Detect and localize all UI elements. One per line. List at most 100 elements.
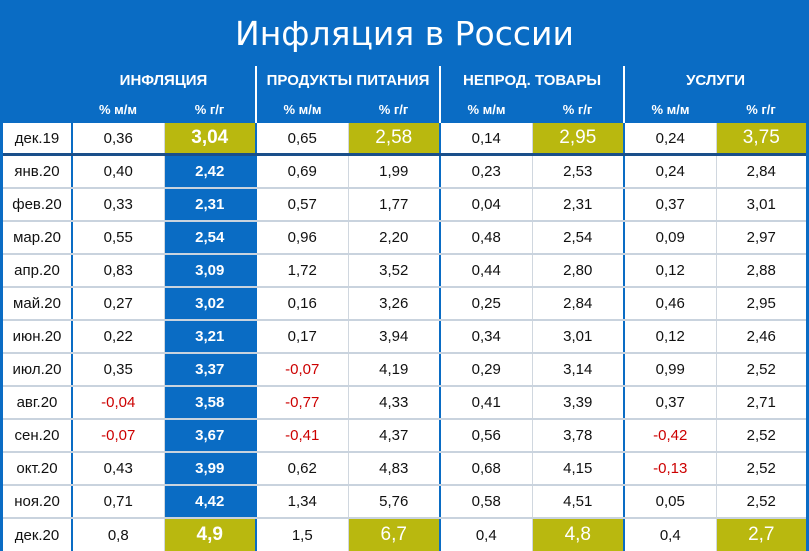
table-cell: 1,5 [255, 518, 349, 551]
table-cell: 0,33 [71, 188, 164, 222]
row-label: фев.20 [3, 188, 72, 222]
table-cell: 2,46 [715, 320, 807, 354]
table-cell: 0,27 [71, 287, 164, 321]
table-cell: 0,43 [71, 452, 164, 486]
table-row: июл.20 0,35 3,37 -0,07 4,19 0,29 3,14 0,99 2,52 [3, 353, 807, 387]
table-cell: 3,02 [163, 287, 257, 321]
table-cell: 0,8 [71, 518, 164, 551]
table-cell: 2,7 [715, 518, 807, 551]
table-cell: 0,37 [623, 386, 717, 420]
table-cell: 0,16 [255, 287, 349, 321]
subheader: % м/м [439, 95, 533, 123]
slide: Инфляция в России ИНФЛЯЦИЯ ПРОДУКТЫ ПИТА… [3, 14, 807, 551]
table-cell: 1,77 [347, 188, 441, 222]
table-row: ноя.20 0,71 4,42 1,34 5,76 0,58 4,51 0,05 2,52 [3, 485, 807, 519]
table-cell: 0,69 [255, 154, 349, 189]
table-cell: 3,52 [347, 254, 441, 288]
table-cell: 0,48 [439, 221, 533, 255]
table-cell: 0,62 [255, 452, 349, 486]
table-cell: 2,42 [163, 154, 257, 189]
table-cell: -0,07 [71, 419, 164, 453]
row-label: авг.20 [3, 386, 72, 420]
row-label: ноя.20 [3, 485, 72, 519]
subheader: % м/м [98, 101, 138, 117]
table-cell: 3,37 [163, 353, 257, 387]
row-label: янв.20 [3, 154, 72, 189]
table-cell: 0,24 [623, 154, 717, 189]
subheader-row: % м/м % г/г % м/м % г/г % м/м % г/г % м/… [3, 95, 806, 123]
table-cell: 1,34 [255, 485, 349, 519]
table-cell: 6,7 [347, 518, 441, 551]
row-label: май.20 [3, 287, 72, 321]
table-cell: 2,71 [715, 386, 807, 420]
table-cell: 3,94 [347, 320, 441, 354]
table-cell: 0,55 [71, 221, 164, 255]
table-cell: 0,14 [439, 123, 533, 156]
table-row: авг.20 -0,04 3,58 -0,77 4,33 0,41 3,39 0,37 2,71 [3, 386, 807, 420]
table-cell: 0,04 [439, 188, 533, 222]
table-cell: 0,57 [255, 188, 349, 222]
table-cell: 0,24 [623, 123, 717, 156]
table-cell: 2,52 [715, 419, 807, 453]
table-cell: 0,34 [439, 320, 533, 354]
table-cell: 0,99 [623, 353, 717, 387]
row-label: сен.20 [3, 419, 72, 453]
subheader: % г/г [562, 101, 593, 117]
table-cell: 3,67 [163, 419, 257, 453]
table-cell: 0,44 [439, 254, 533, 288]
table-cell: 2,52 [715, 353, 807, 387]
table-row: мар.20 0,55 2,54 0,96 2,20 0,48 2,54 0,09 2,97 [3, 221, 807, 255]
table-cell: -0,04 [71, 386, 164, 420]
group-header: ИНФЛЯЦИЯ [119, 72, 208, 89]
table-row: дек.19 0,36 3,04 0,65 2,58 0,14 2,95 0,24 3,75 [3, 123, 807, 156]
table-cell: 0,25 [439, 287, 533, 321]
table-cell: 1,72 [255, 254, 349, 288]
row-label: июн.20 [3, 320, 72, 354]
table-cell: 3,39 [531, 386, 625, 420]
table-cell: 3,04 [163, 123, 257, 156]
corner-cell [3, 95, 72, 123]
table-cell: -0,07 [255, 353, 349, 387]
table-cell: 2,54 [531, 221, 625, 255]
table-row: май.20 0,27 3,02 0,16 3,26 0,25 2,84 0,46 2,95 [3, 287, 807, 321]
group-header: УСЛУГИ [623, 66, 807, 95]
table-row: июн.20 0,22 3,21 0,17 3,94 0,34 3,01 0,12 2,46 [3, 320, 807, 354]
table-cell: 0,46 [623, 287, 717, 321]
table-row: янв.20 0,40 2,42 0,69 1,99 0,23 2,53 0,24 2,84 [3, 154, 807, 189]
table-cell: 0,4 [439, 518, 533, 551]
table-cell: 0,12 [623, 320, 717, 354]
row-label: июл.20 [3, 353, 72, 387]
table-cell: 3,58 [163, 386, 257, 420]
table-body: дек.19 0,36 3,04 0,65 2,58 0,14 2,95 0,24 3,75 ян… [3, 123, 807, 551]
table-cell: -0,41 [255, 419, 349, 453]
table-cell: 0,65 [255, 123, 349, 156]
table-cell: 0,4 [623, 518, 717, 551]
group-header: НЕПРОД. ТОВАРЫ [439, 66, 625, 95]
table-cell: 1,99 [347, 154, 441, 189]
table-cell: 0,40 [71, 154, 164, 189]
row-label: дек.19 [3, 123, 72, 156]
table-cell: 2,52 [715, 485, 807, 519]
table-cell: 3,75 [715, 123, 807, 156]
table-cell: 3,99 [163, 452, 257, 486]
table-cell: 0,71 [71, 485, 164, 519]
table-cell: -0,77 [255, 386, 349, 420]
table-row: окт.20 0,43 3,99 0,62 4,83 0,68 4,15 -0,13 2,52 [3, 452, 807, 486]
table-cell: 2,97 [715, 221, 807, 255]
table-cell: 0,83 [71, 254, 164, 288]
table-cell: 0,37 [623, 188, 717, 222]
table-cell: 0,68 [439, 452, 533, 486]
corner-cell [3, 66, 72, 95]
table-cell: 0,29 [439, 353, 533, 387]
table-row: фев.20 0,33 2,31 0,57 1,77 0,04 2,31 0,37 3,01 [3, 188, 807, 222]
table-cell: 4,19 [347, 353, 441, 387]
table-cell: 0,56 [439, 419, 533, 453]
table-cell: 0,12 [623, 254, 717, 288]
table-cell: 4,15 [531, 452, 625, 486]
table-row: дек.20 0,8 4,9 1,5 6,7 0,4 4,8 0,4 2,7 [3, 518, 807, 551]
table-row: сен.20 -0,07 3,67 -0,41 4,37 0,56 3,78 -0,42 2,5… [3, 419, 807, 453]
table-cell: 0,05 [623, 485, 717, 519]
table-cell: 4,51 [531, 485, 625, 519]
table-cell: 4,37 [347, 419, 441, 453]
table-cell: 3,26 [347, 287, 441, 321]
